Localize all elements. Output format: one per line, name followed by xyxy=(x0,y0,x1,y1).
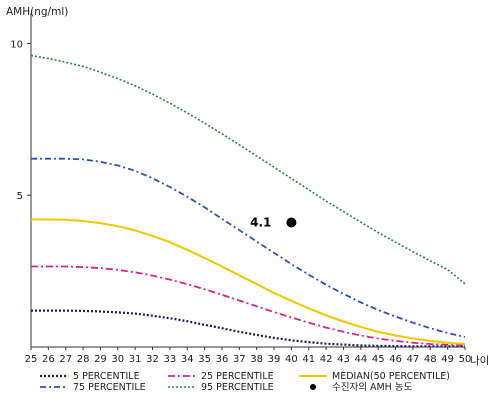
legend-label: 25 PERCENTILE xyxy=(201,371,274,382)
x-axis-label: 나이 xyxy=(470,355,489,367)
series-line xyxy=(30,54,466,285)
x-tick-label: 47 xyxy=(407,354,420,365)
x-tick-label: 26 xyxy=(42,354,55,365)
x-tick-label: 36 xyxy=(216,354,229,365)
x-tick-label: 39 xyxy=(268,354,281,365)
series-line xyxy=(31,265,466,347)
y-axis-label: AMH(ng/ml) xyxy=(6,6,68,18)
x-tick-label: 25 xyxy=(25,354,38,365)
x-tick-label: 32 xyxy=(146,354,159,365)
x-tick-label: 30 xyxy=(111,354,124,365)
legend-label: 5 PERCENTILE xyxy=(73,371,140,382)
legend-label: MEDIAN(50 PERCENTILE) xyxy=(332,371,450,382)
data-points: 4.1 xyxy=(250,216,297,230)
x-ticks: 25 26 27 28 29 30 31 32 33 34 35 36 37 38 39 40 41 42 43 44… xyxy=(25,347,472,365)
series-line xyxy=(31,157,466,338)
x-tick-label: 43 xyxy=(337,354,350,365)
y-tick-label: 5 xyxy=(17,191,23,202)
series-lines xyxy=(30,54,466,348)
patient-amh-point xyxy=(286,217,297,228)
x-tick-label: 44 xyxy=(354,354,367,365)
x-tick-label: 33 xyxy=(164,354,177,365)
x-tick-label: 48 xyxy=(424,354,437,365)
x-tick-label: 40 xyxy=(285,354,298,365)
series-line xyxy=(31,218,466,345)
x-tick-label: 35 xyxy=(198,354,211,365)
x-tick-label: 45 xyxy=(372,354,385,365)
x-tick-label: 37 xyxy=(233,354,246,365)
legend-label: 95 PERCENTILE xyxy=(201,382,274,393)
x-tick-label: 34 xyxy=(181,354,194,365)
x-tick-label: 50 xyxy=(459,354,472,365)
x-tick-label: 46 xyxy=(389,354,402,365)
x-tick-label: 29 xyxy=(94,354,107,365)
x-tick-label: 27 xyxy=(59,354,72,365)
legend-swatch xyxy=(310,384,316,390)
legend: 5 PERCENTILE 25 PERCENTILE MEDIAN(50 PERCE… xyxy=(40,371,450,393)
patient-amh-value-label: 4.1 xyxy=(250,216,271,230)
x-tick-label: 28 xyxy=(77,354,90,365)
x-tick-label: 38 xyxy=(250,354,263,365)
y-ticks: 5 10 xyxy=(10,39,31,202)
plot-area: 5 10 25 26 27 28 29 30 31 32 33 34 35 36 37 38 39 40 41 42… xyxy=(10,13,471,365)
x-tick-label: 49 xyxy=(441,354,454,365)
x-tick-label: 41 xyxy=(302,354,315,365)
x-tick-label: 42 xyxy=(320,354,333,365)
legend-label: 수진자의 AMH 농도 xyxy=(332,382,413,393)
y-tick-label: 10 xyxy=(10,39,23,50)
legend-label: 75 PERCENTILE xyxy=(73,382,146,393)
x-tick-label: 31 xyxy=(129,354,142,365)
series-line xyxy=(31,309,465,348)
